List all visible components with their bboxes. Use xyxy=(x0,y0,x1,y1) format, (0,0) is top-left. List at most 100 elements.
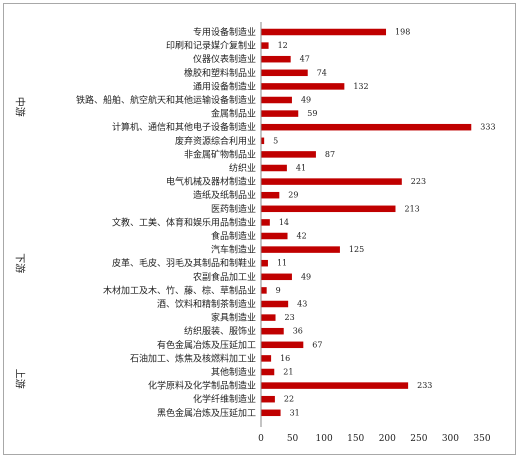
bar xyxy=(261,395,275,403)
bar xyxy=(261,300,289,308)
bar xyxy=(261,137,265,145)
data-label: 23 xyxy=(285,313,295,322)
data-label: 125 xyxy=(349,245,364,254)
bar xyxy=(261,273,292,281)
category-label: 印刷和记录媒介复制业 xyxy=(166,40,256,52)
category-label: 汽车制造业 xyxy=(211,244,256,256)
bar xyxy=(261,219,270,226)
bar xyxy=(261,178,402,185)
x-tick-label: 200 xyxy=(379,434,396,444)
bar xyxy=(261,327,284,335)
bar xyxy=(261,164,287,172)
data-label: 47 xyxy=(300,55,310,64)
bar xyxy=(261,341,304,349)
x-tick-label: 350 xyxy=(473,434,490,444)
data-label: 12 xyxy=(278,41,288,50)
category-label: 计算机、通信和其他电子设备制造业 xyxy=(112,121,256,133)
data-label: 22 xyxy=(284,395,294,404)
data-label: 74 xyxy=(317,68,327,77)
bar xyxy=(261,368,275,376)
category-label: 废弃资源综合利用业 xyxy=(175,135,256,147)
data-label: 67 xyxy=(312,340,322,349)
bar xyxy=(261,96,292,104)
category-label: 橡胶和塑料制品业 xyxy=(184,67,256,79)
bar xyxy=(261,205,396,213)
category-label: 铁路、船舶、航空航天和其他运输设备制造业 xyxy=(76,94,256,106)
x-tick-label: 150 xyxy=(347,434,364,444)
category-label: 医药制造业 xyxy=(211,203,256,215)
category-label: 其他制造业 xyxy=(211,366,256,378)
bar xyxy=(261,55,291,63)
category-label: 化学原料及化学制品制造业 xyxy=(148,380,256,392)
category-label: 非金属矿物制品业 xyxy=(184,148,256,160)
category-label: 木材加工及木、竹、藤、棕、草制品业 xyxy=(103,284,256,296)
category-label: 仪器仪表制造业 xyxy=(193,53,256,65)
data-label: 49 xyxy=(301,272,311,281)
data-label: 29 xyxy=(288,191,298,200)
data-label: 213 xyxy=(404,204,419,213)
chart-frame xyxy=(3,3,516,455)
category-label: 通用设备制造业 xyxy=(193,80,256,92)
category-label: 食品制造业 xyxy=(211,230,256,242)
data-label: 14 xyxy=(279,218,289,227)
data-label: 59 xyxy=(307,109,317,118)
category-label: 黑色金属冶炼及压延加工 xyxy=(157,407,256,419)
x-tick-label: 0 xyxy=(258,434,264,444)
data-label: 16 xyxy=(280,354,290,363)
bar xyxy=(261,287,267,294)
group-label: 中游 xyxy=(14,97,27,117)
bar xyxy=(261,314,276,321)
bar xyxy=(261,246,340,253)
category-label: 有色金属冶炼及压延加工 xyxy=(157,339,256,351)
category-label: 纺织业 xyxy=(229,162,256,174)
category-label: 皮革、毛皮、羽毛及其制品和制鞋业 xyxy=(112,257,256,269)
category-label: 造纸及纸制品业 xyxy=(193,189,256,201)
category-label: 专用设备制造业 xyxy=(193,26,256,38)
data-label: 233 xyxy=(417,381,432,390)
category-label: 酒、饮料和精制茶制造业 xyxy=(157,298,256,310)
bar xyxy=(261,409,281,417)
category-label: 电气机械及器材制造业 xyxy=(166,176,256,188)
category-label: 农副食品加工业 xyxy=(193,271,256,283)
group-label: 下游 xyxy=(14,253,27,273)
category-label: 化学纤维制造业 xyxy=(193,393,256,405)
group-label: 上游 xyxy=(14,369,27,389)
category-label: 石油加工、炼焦及核燃料加工业 xyxy=(130,352,256,364)
data-label: 21 xyxy=(283,368,293,377)
bar xyxy=(261,355,272,362)
x-tick-label: 50 xyxy=(287,434,299,444)
bar xyxy=(261,151,316,158)
category-label: 文教、工美、体育和娱乐用品制造业 xyxy=(112,216,256,228)
data-label: 198 xyxy=(395,28,410,37)
data-label: 43 xyxy=(297,300,307,309)
bar xyxy=(261,83,345,90)
data-label: 42 xyxy=(297,232,307,241)
x-tick-label: 300 xyxy=(442,434,459,444)
bar xyxy=(261,69,308,77)
bar xyxy=(261,382,409,389)
category-label: 家具制造业 xyxy=(211,312,256,324)
data-label: 11 xyxy=(277,259,287,268)
data-label: 87 xyxy=(325,150,335,159)
data-label: 223 xyxy=(411,177,426,186)
bar xyxy=(261,28,387,36)
bar xyxy=(261,42,269,49)
data-label: 31 xyxy=(290,408,300,417)
data-label: 5 xyxy=(273,136,278,145)
data-label: 9 xyxy=(276,286,281,295)
bar xyxy=(261,191,280,199)
data-label: 132 xyxy=(353,82,368,91)
data-label: 41 xyxy=(296,164,306,173)
category-label: 金属制品业 xyxy=(211,108,256,120)
data-label: 49 xyxy=(301,96,311,105)
data-label: 36 xyxy=(293,327,303,336)
bar xyxy=(261,259,268,267)
bar xyxy=(261,232,288,240)
bar xyxy=(261,110,299,117)
data-label: 333 xyxy=(480,123,495,132)
category-label: 纺织服装、服饰业 xyxy=(184,325,256,337)
x-tick-label: 250 xyxy=(410,434,427,444)
bar xyxy=(261,123,472,131)
x-tick-label: 100 xyxy=(316,434,333,444)
